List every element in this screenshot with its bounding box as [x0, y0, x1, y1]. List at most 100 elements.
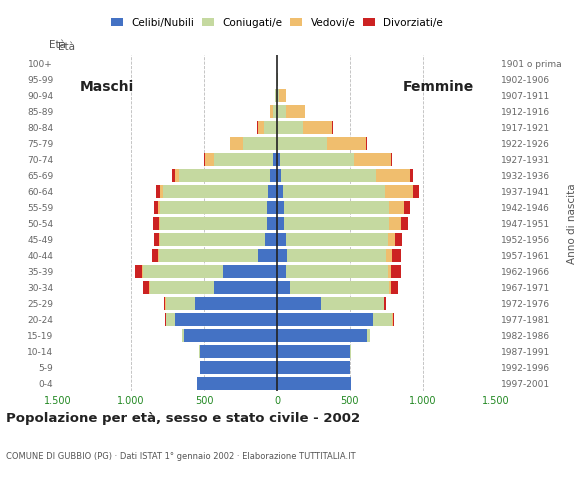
- Bar: [395, 233, 402, 246]
- Bar: [277, 377, 351, 390]
- Bar: [283, 185, 385, 198]
- Bar: [273, 105, 277, 118]
- Legend: Celibi/Nubili, Coniugati/e, Vedovi/e, Divorziati/e: Celibi/Nubili, Coniugati/e, Vedovi/e, Di…: [107, 13, 447, 32]
- Bar: [384, 297, 386, 310]
- Bar: [277, 137, 327, 150]
- Bar: [277, 329, 368, 342]
- Bar: [265, 233, 277, 246]
- Bar: [154, 201, 158, 214]
- Bar: [230, 137, 244, 150]
- Bar: [388, 264, 391, 278]
- Bar: [368, 329, 371, 342]
- Bar: [413, 185, 419, 198]
- Bar: [143, 264, 223, 278]
- Bar: [281, 168, 376, 182]
- Bar: [286, 264, 388, 278]
- Bar: [383, 297, 384, 310]
- Bar: [376, 168, 410, 182]
- Bar: [154, 233, 159, 246]
- Bar: [267, 216, 277, 230]
- Bar: [175, 312, 277, 326]
- Bar: [264, 120, 277, 134]
- Bar: [388, 233, 395, 246]
- Bar: [158, 249, 159, 262]
- Bar: [268, 185, 277, 198]
- Bar: [286, 233, 388, 246]
- Bar: [156, 185, 160, 198]
- Bar: [391, 153, 392, 166]
- Bar: [277, 281, 290, 294]
- Bar: [149, 281, 150, 294]
- Bar: [273, 153, 277, 166]
- Bar: [277, 312, 374, 326]
- Bar: [160, 185, 163, 198]
- Bar: [277, 72, 278, 86]
- Bar: [277, 120, 303, 134]
- Bar: [277, 360, 350, 374]
- Bar: [284, 201, 389, 214]
- Bar: [160, 233, 265, 246]
- Bar: [410, 168, 414, 182]
- Text: Età: Età: [58, 42, 75, 52]
- Bar: [401, 216, 408, 230]
- Bar: [327, 137, 366, 150]
- Bar: [267, 201, 277, 214]
- Bar: [153, 216, 159, 230]
- Bar: [270, 105, 273, 118]
- Bar: [277, 201, 284, 214]
- Bar: [277, 185, 283, 198]
- Bar: [290, 281, 389, 294]
- Bar: [159, 249, 258, 262]
- Bar: [135, 264, 142, 278]
- Bar: [200, 345, 277, 358]
- Bar: [286, 105, 304, 118]
- Text: Maschi: Maschi: [80, 80, 134, 94]
- Text: Femmine: Femmine: [403, 80, 474, 94]
- Bar: [277, 297, 321, 310]
- Bar: [179, 168, 270, 182]
- Bar: [277, 168, 281, 182]
- Bar: [175, 168, 179, 182]
- Bar: [205, 153, 214, 166]
- Bar: [160, 201, 267, 214]
- Text: Età: Età: [49, 40, 66, 50]
- Bar: [332, 120, 333, 134]
- Bar: [277, 89, 279, 102]
- Bar: [321, 297, 383, 310]
- Bar: [404, 201, 410, 214]
- Bar: [166, 312, 175, 326]
- Bar: [165, 297, 166, 310]
- Bar: [164, 297, 165, 310]
- Bar: [165, 312, 166, 326]
- Bar: [143, 281, 149, 294]
- Bar: [392, 249, 401, 262]
- Bar: [197, 377, 277, 390]
- Bar: [276, 89, 277, 102]
- Bar: [389, 201, 404, 214]
- Bar: [385, 185, 413, 198]
- Bar: [354, 153, 391, 166]
- Bar: [258, 120, 264, 134]
- Bar: [183, 329, 277, 342]
- Bar: [195, 297, 277, 310]
- Bar: [158, 201, 160, 214]
- Bar: [277, 105, 286, 118]
- Bar: [163, 185, 268, 198]
- Bar: [150, 281, 214, 294]
- Bar: [392, 312, 393, 326]
- Bar: [172, 168, 175, 182]
- Bar: [200, 360, 277, 374]
- Bar: [204, 153, 205, 166]
- Bar: [152, 249, 158, 262]
- Bar: [391, 264, 401, 278]
- Bar: [287, 249, 386, 262]
- Bar: [389, 281, 391, 294]
- Bar: [160, 216, 267, 230]
- Bar: [277, 216, 284, 230]
- Y-axis label: Anno di nascita: Anno di nascita: [567, 183, 577, 264]
- Bar: [182, 329, 183, 342]
- Bar: [159, 216, 160, 230]
- Text: COMUNE DI GUBBIO (PG) · Dati ISTAT 1° gennaio 2002 · Elaborazione TUTTITALIA.IT: COMUNE DI GUBBIO (PG) · Dati ISTAT 1° ge…: [6, 452, 356, 461]
- Bar: [277, 153, 280, 166]
- Text: Popolazione per età, sesso e stato civile - 2002: Popolazione per età, sesso e stato civil…: [6, 412, 360, 425]
